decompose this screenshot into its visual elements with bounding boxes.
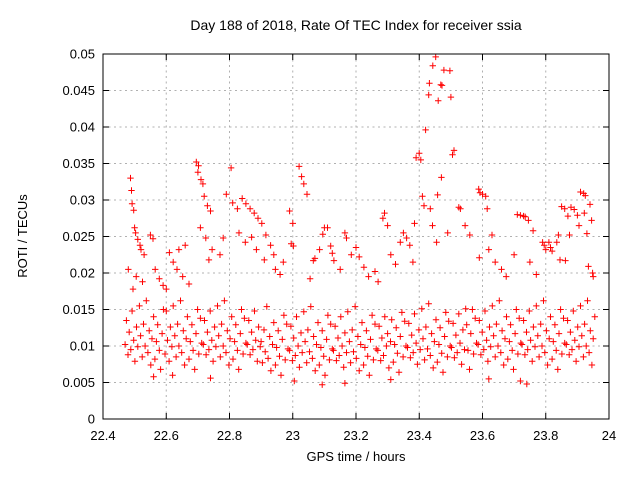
scatter-markers (121, 53, 598, 388)
y-axis-label: ROTI / TECUs (15, 194, 30, 278)
x-tick-label: 22.6 (154, 428, 179, 443)
x-tick-labels: 22.4 22.6 22.8 23 23.2 23.4 23.6 23.8 24 (90, 428, 616, 443)
x-tick-label: 23 (286, 428, 300, 443)
x-tick-label: 23.6 (470, 428, 495, 443)
x-tick-label: 23.4 (407, 428, 432, 443)
y-tick-label: 0.05 (70, 47, 95, 62)
scatter-points (121, 53, 598, 388)
y-tick-label: 0.015 (62, 302, 95, 317)
y-tick-label: 0.04 (70, 120, 95, 135)
y-tick-label: 0.01 (70, 339, 95, 354)
y-tick-label: 0.025 (62, 229, 95, 244)
plot-border (102, 53, 610, 420)
y-tick-label: 0 (88, 412, 95, 427)
x-tick-label: 22.8 (217, 428, 242, 443)
y-tick-label: 0.02 (70, 266, 95, 281)
y-tick-label: 0.035 (62, 156, 95, 171)
x-tick-label: 23.2 (343, 428, 368, 443)
y-tick-label: 0.03 (70, 193, 95, 208)
x-tick-label: 23.8 (533, 428, 558, 443)
y-tick-label: 0.005 (62, 375, 95, 390)
chart-title: Day 188 of 2018, Rate Of TEC Index for r… (190, 17, 521, 33)
x-tick-label: 24 (602, 428, 616, 443)
x-axis-label: GPS time / hours (307, 449, 406, 464)
x-tick-label: 22.4 (90, 428, 115, 443)
y-tick-label: 0.045 (62, 83, 95, 98)
grid-lines (103, 54, 609, 419)
y-tick-labels: 0 0.005 0.01 0.015 0.02 0.025 0.03 0.035 0.04 0.0… (62, 47, 95, 427)
